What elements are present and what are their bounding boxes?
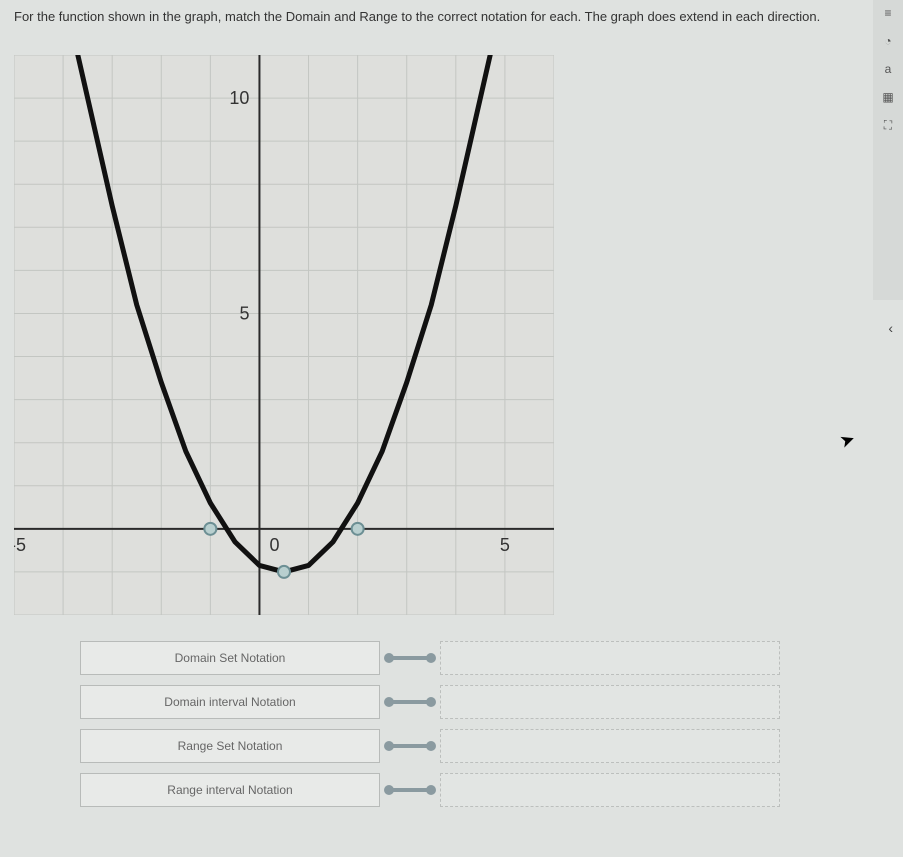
- match-label[interactable]: Domain Set Notation: [80, 641, 380, 675]
- matching-area: Domain Set Notation Domain interval Notat…: [80, 640, 840, 816]
- connector-icon[interactable]: [380, 700, 440, 704]
- drop-zone[interactable]: [440, 729, 780, 763]
- match-label[interactable]: Domain interval Notation: [80, 685, 380, 719]
- match-row: Domain Set Notation: [80, 640, 840, 676]
- function-graph: -5 0 5 5 10: [14, 55, 554, 615]
- match-label[interactable]: Range interval Notation: [80, 773, 380, 807]
- toolbar-icon[interactable]: ▦: [882, 90, 893, 104]
- cursor-icon: ➤: [837, 428, 858, 453]
- drop-zone[interactable]: [440, 773, 780, 807]
- match-label[interactable]: Range Set Notation: [80, 729, 380, 763]
- toolbar-icon[interactable]: a: [885, 62, 892, 76]
- match-row: Range Set Notation: [80, 728, 840, 764]
- collapse-toggle[interactable]: ‹: [888, 320, 893, 336]
- question-text: For the function shown in the graph, mat…: [14, 8, 834, 26]
- drop-zone[interactable]: [440, 641, 780, 675]
- match-row: Domain interval Notation: [80, 684, 840, 720]
- connector-icon[interactable]: [380, 656, 440, 660]
- toolbar-icon[interactable]: ◔: [884, 34, 891, 48]
- svg-text:-5: -5: [14, 535, 26, 555]
- match-row: Range interval Notation: [80, 772, 840, 808]
- svg-text:5: 5: [239, 303, 249, 323]
- toolbar-icon[interactable]: ≡: [884, 6, 891, 20]
- connector-icon[interactable]: [380, 744, 440, 748]
- toolbar-icon[interactable]: ⛶: [884, 118, 892, 133]
- side-toolbar: ≡ ◔ a ▦ ⛶: [873, 0, 903, 300]
- drop-zone[interactable]: [440, 685, 780, 719]
- svg-text:0: 0: [269, 535, 279, 555]
- connector-icon[interactable]: [380, 788, 440, 792]
- svg-text:10: 10: [229, 88, 249, 108]
- svg-text:5: 5: [500, 535, 510, 555]
- graph-svg: -5 0 5 5 10: [14, 55, 554, 615]
